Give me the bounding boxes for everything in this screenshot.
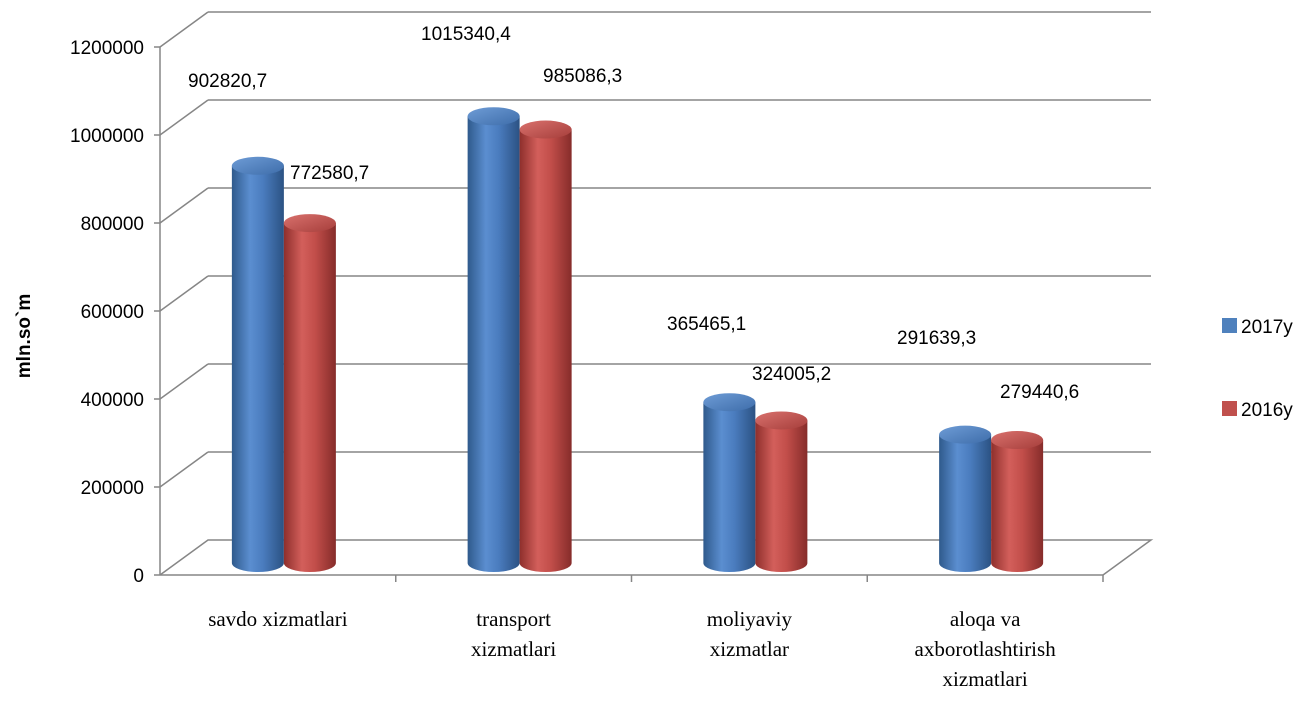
bars bbox=[231, 107, 1044, 573]
y-tick-label: 200000 bbox=[81, 478, 144, 499]
data-label: 291639,3 bbox=[897, 328, 976, 349]
bar-top bbox=[231, 156, 284, 175]
x-tick-label: aloqa va axborotlashtirish xizmatlari bbox=[915, 607, 1057, 691]
bar-body bbox=[467, 116, 520, 573]
data-label: 324005,2 bbox=[752, 364, 831, 385]
legend-swatch bbox=[1222, 401, 1237, 416]
bar-body bbox=[755, 420, 808, 572]
y-tick-label: 400000 bbox=[81, 390, 144, 411]
data-label: 279440,6 bbox=[1000, 382, 1079, 403]
bar bbox=[755, 411, 808, 572]
bar bbox=[231, 156, 284, 572]
legend: 2017y 2016y bbox=[1222, 317, 1293, 421]
bar-body bbox=[231, 165, 284, 572]
gridline-side bbox=[159, 275, 209, 312]
floor-outline bbox=[159, 539, 1154, 576]
legend-label: 2017y bbox=[1241, 317, 1293, 338]
bar-top bbox=[939, 425, 992, 444]
gridline-side bbox=[159, 187, 209, 224]
bar bbox=[703, 393, 756, 572]
y-tick-label: 0 bbox=[133, 566, 144, 587]
y-tick-label: 1000000 bbox=[70, 126, 144, 147]
x-tick-label: transport xizmatlari bbox=[471, 607, 556, 661]
x-tick-label: savdo xizmatlari bbox=[208, 607, 348, 631]
bar-body bbox=[519, 129, 572, 573]
data-label: 1015340,4 bbox=[421, 24, 511, 45]
gridline-side bbox=[159, 11, 209, 48]
y-axis-title: mln.so`m bbox=[14, 294, 35, 378]
bar-top bbox=[283, 214, 336, 233]
legend-swatch bbox=[1222, 318, 1237, 333]
bar-top bbox=[519, 120, 572, 139]
y-tick-label: 800000 bbox=[81, 214, 144, 235]
gridline-side bbox=[159, 363, 209, 400]
axes: 0 200000 400000 600000 800000 1000000 1200000 m… bbox=[14, 38, 1104, 691]
gridline-side bbox=[159, 99, 209, 136]
bar bbox=[283, 214, 336, 572]
bar-body bbox=[991, 440, 1044, 572]
data-label: 985086,3 bbox=[543, 66, 622, 87]
bar-body bbox=[703, 402, 756, 572]
bar-body bbox=[939, 434, 992, 572]
bar bbox=[991, 431, 1044, 572]
bar-body bbox=[283, 223, 336, 572]
bar-top bbox=[467, 107, 520, 126]
legend-label: 2016y bbox=[1241, 400, 1293, 421]
data-label: 365465,1 bbox=[667, 314, 746, 335]
data-label: 902820,7 bbox=[188, 71, 267, 92]
x-tick-label: moliyaviy xizmatlar bbox=[707, 607, 793, 661]
bar bbox=[467, 107, 520, 573]
data-labels: 902820,7 772580,7 1015340,4 985086,3 365465,… bbox=[188, 24, 1079, 403]
data-label: 772580,7 bbox=[290, 163, 369, 184]
bar bbox=[939, 425, 992, 572]
bar-top bbox=[755, 411, 808, 430]
bar-top bbox=[991, 431, 1044, 450]
gridline-side bbox=[159, 451, 209, 488]
gridlines bbox=[159, 11, 1154, 576]
y-tick-label: 600000 bbox=[81, 302, 144, 323]
y-tick-label: 1200000 bbox=[70, 38, 144, 59]
bar bbox=[519, 120, 572, 573]
bar-top bbox=[703, 393, 756, 412]
